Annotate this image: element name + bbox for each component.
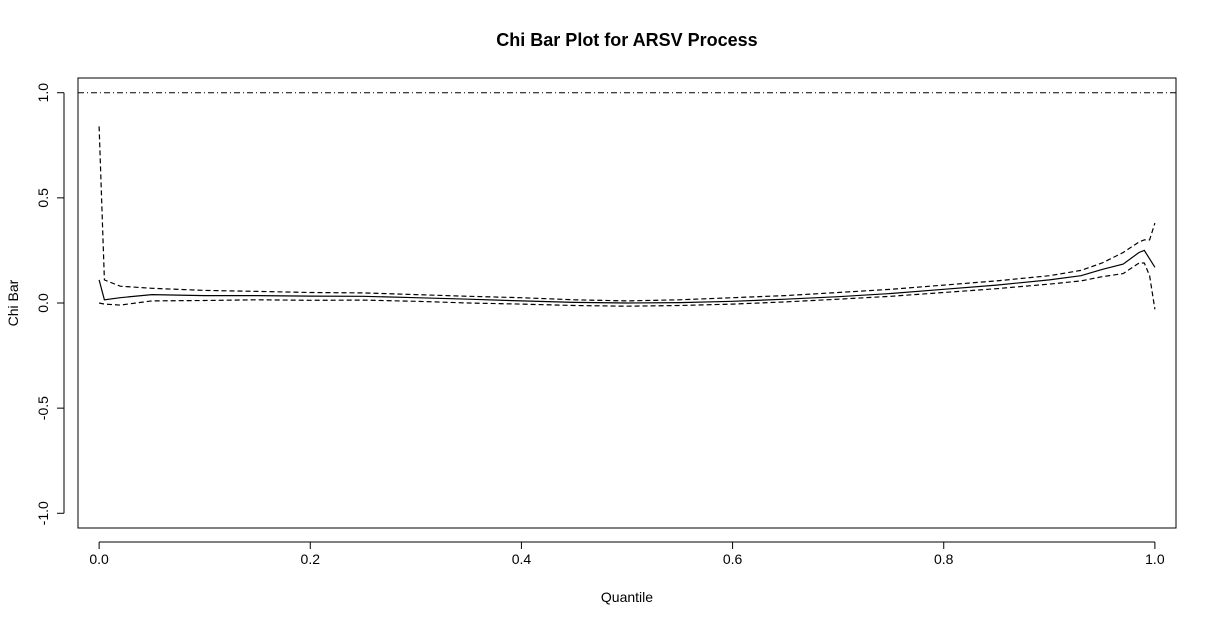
series-line-estimate — [98, 249, 1156, 304]
x-tick-label: 0.8 — [934, 551, 954, 567]
chart-title: Chi Bar Plot for ARSV Process — [496, 30, 757, 50]
y-tick-label: -0.5 — [35, 396, 51, 420]
x-tick-label: 0.6 — [723, 551, 743, 567]
x-tick-label: 0.4 — [512, 551, 532, 567]
x-tick-label: 0.2 — [301, 551, 321, 567]
series-line-bound — [98, 126, 1156, 302]
plot-frame — [77, 77, 1177, 529]
y-tick-label: 0.0 — [35, 293, 51, 313]
x-axis-label: Quantile — [601, 589, 653, 605]
y-tick-label: 1.0 — [35, 83, 51, 103]
x-axis: 0.0 0.2 0.4 0.6 0.8 1.0 — [89, 541, 1165, 567]
y-axis: -1.0 -0.5 0.0 0.5 1.0 — [35, 83, 65, 525]
series-line-bound — [98, 262, 1156, 310]
y-tick-label: -1.0 — [35, 501, 51, 525]
y-tick-label: 0.5 — [35, 188, 51, 208]
x-tick-label: 1.0 — [1145, 551, 1165, 567]
y-axis-label: Chi Bar — [5, 279, 21, 326]
x-tick-label: 0.0 — [89, 551, 109, 567]
series-layer — [98, 126, 1156, 310]
